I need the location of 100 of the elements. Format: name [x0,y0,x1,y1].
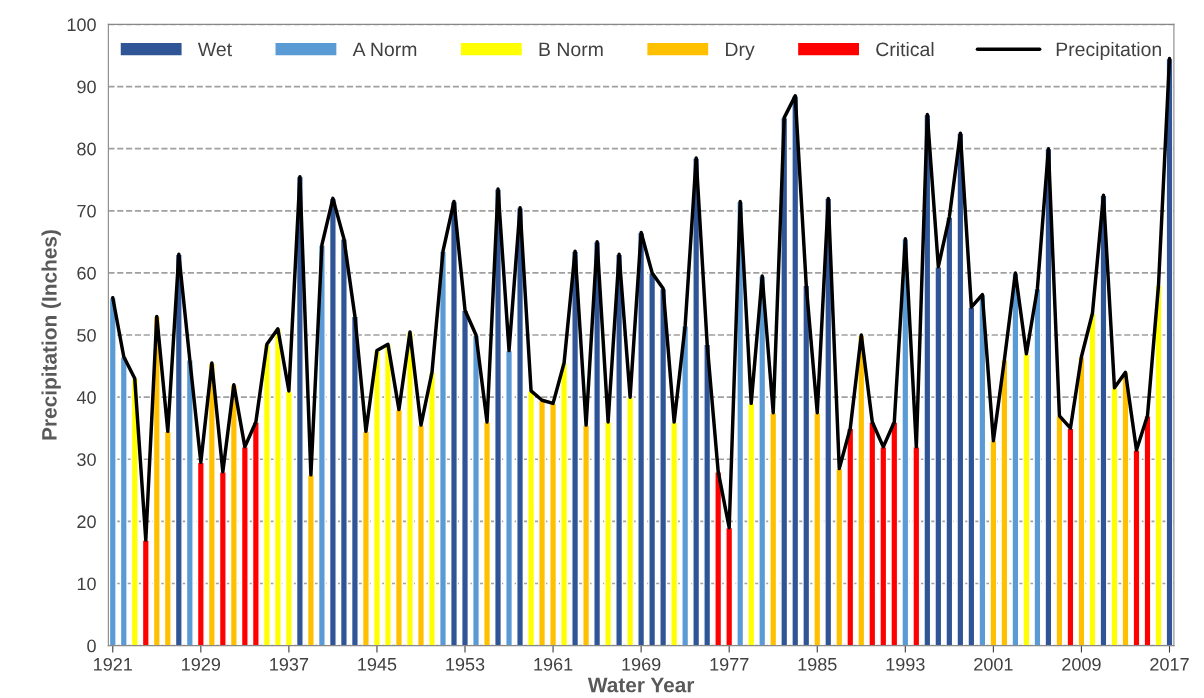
y-tick-label: 10 [77,577,96,591]
y-tick-label: 50 [77,328,96,342]
bar [119,356,128,646]
bar [945,216,954,646]
x-axis-title: Water Year [587,677,695,693]
bar [1011,272,1020,646]
bar [196,461,205,646]
y-tick-label: 40 [76,391,96,404]
y-tick-label: 30 [77,453,96,466]
bar [1099,194,1108,646]
x-tick-label: 1929 [182,657,221,671]
x-tick-label: 1993 [886,657,925,671]
y-tick-label: 20 [77,515,96,529]
bar [251,421,260,646]
bar [868,421,877,646]
y-tick-label: 70 [77,204,96,218]
bar [1154,284,1163,646]
y-tick-label: 60 [77,266,96,280]
bar [394,408,403,646]
bar [1055,415,1064,646]
bar [1077,356,1086,646]
legend-label: Dry [726,42,755,61]
bar [1121,371,1130,646]
bar [571,250,580,646]
bar [383,343,392,646]
bar [262,343,271,646]
bar [714,471,723,646]
bar [780,116,789,646]
bar [405,331,414,646]
bar [659,287,668,646]
bar [1066,427,1075,646]
x-tick-label: 1985 [798,657,837,671]
bar [472,334,481,646]
bar [505,349,514,646]
bar [703,343,712,646]
bar [912,446,921,646]
bar [218,471,227,646]
bar [989,439,998,646]
x-tick-label: 1921 [94,657,132,671]
x-tick-label: 2017 [1150,657,1189,671]
y-tick-label: 80 [77,142,96,156]
bar [890,421,899,646]
bar [1132,449,1141,646]
legend-label: A Norm [352,42,417,57]
bar [846,427,855,646]
bar [538,399,547,646]
bar [648,272,657,646]
legend-label: Critical [876,41,934,57]
bar [350,315,359,646]
bar [604,421,613,646]
bar [835,467,844,646]
bar [934,266,943,646]
bar [361,430,370,646]
bar [240,446,249,646]
bar [791,95,800,646]
bar [582,424,591,646]
bar [956,132,965,646]
bar [879,446,888,646]
x-tick-label: 1953 [446,657,485,671]
bar [450,200,458,646]
x-tick-label: 1945 [358,657,397,671]
bar [1022,352,1031,646]
bar [758,275,767,646]
bar [967,306,976,646]
legend-label: Precipitation [1056,41,1161,61]
bar [626,396,635,646]
bar [163,430,172,646]
bar [725,526,734,646]
bar [681,325,690,646]
bar [438,250,447,646]
bar [637,231,646,646]
bar [1000,359,1009,646]
bar [185,359,194,646]
bar [306,474,315,646]
bar [174,253,183,646]
bar [372,349,381,646]
bar [1110,387,1119,646]
bar [273,328,282,646]
bar [427,371,436,646]
bar [483,421,492,646]
x-tick-label: 1977 [710,657,749,671]
bar [747,402,756,646]
y-axis-title: Precipitation (Inches) [41,230,61,440]
bar [416,424,425,646]
bar [130,377,139,646]
bar [813,411,822,646]
bar [527,390,536,646]
bar [108,297,117,646]
bar [229,384,238,646]
bar [284,390,293,646]
bar [1088,312,1097,646]
legend-label: B Norm [539,42,603,57]
x-tick-label: 1969 [622,657,661,671]
bar [461,309,470,646]
bar [141,539,150,646]
x-tick-label: 1937 [270,657,309,671]
bar [670,421,679,646]
x-tick-label: 1961 [534,657,573,671]
bar [317,244,326,646]
bar [1033,287,1042,646]
